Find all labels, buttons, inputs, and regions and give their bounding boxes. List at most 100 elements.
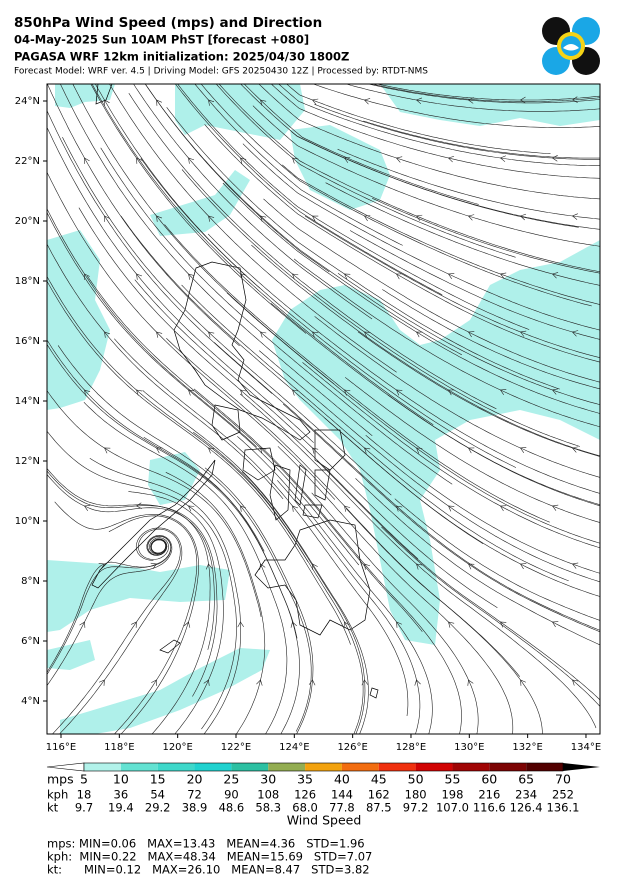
colorbar-value: 55 [445, 772, 461, 787]
colorbar-unit: mps [47, 772, 74, 787]
colorbar-segment [489, 763, 527, 771]
streamline [270, 84, 600, 179]
streamline [47, 275, 309, 562]
streamline-arrow [604, 155, 609, 161]
streamline [215, 84, 516, 258]
streamline [200, 84, 592, 307]
streamline-arrow [240, 505, 247, 512]
colorbar-value: 54 [150, 788, 165, 802]
streamline [47, 84, 240, 347]
streamline-arrow [448, 505, 455, 512]
streamline-arrow [292, 273, 299, 280]
streamline-arrow [84, 157, 90, 164]
streamline [165, 472, 266, 734]
streamline [337, 273, 600, 406]
streamline-arrow [290, 621, 297, 628]
streamline-arrow [363, 98, 371, 105]
streamline [314, 104, 600, 160]
colorbar-value: 38.9 [182, 801, 208, 815]
streamline [258, 84, 600, 200]
streamline [304, 215, 600, 359]
streamline [143, 436, 300, 734]
streamline-arrow [150, 562, 158, 569]
streamline [60, 84, 373, 437]
map: 24°N 22°N 20°N 18°N 16°N 14°N 12°N 10°N 8°N 6°N 4°… [15, 83, 609, 753]
streamline [394, 498, 600, 621]
streamline-arrow [308, 679, 316, 686]
streamline-arrow [188, 505, 195, 512]
streamline-arrow [98, 562, 106, 569]
streamline-arrow [571, 446, 579, 453]
colorbar-value: 10 [113, 772, 129, 787]
colorbar-segment [194, 763, 232, 771]
streamline [109, 84, 397, 373]
streamline-arrow [260, 447, 267, 454]
colorbar-label: Wind Speed [287, 813, 362, 828]
axes: 24°N 22°N 20°N 18°N 16°N 14°N 12°N 10°N 8°N 6°N 4°… [15, 96, 601, 753]
streamline [325, 182, 600, 286]
streamline-arrow [256, 679, 263, 686]
streamline-arrow [447, 273, 455, 280]
streamline-arrow [499, 505, 507, 512]
colorbar-segment [120, 763, 158, 771]
colorbar-segment [305, 763, 342, 771]
colorbar-segment [268, 763, 306, 771]
colorbar-value: 87.5 [366, 801, 392, 815]
streamline [207, 233, 600, 494]
streamline-arrow [551, 388, 559, 395]
streamline [312, 84, 600, 128]
streamline [47, 208, 257, 448]
streamline-arrow [415, 214, 423, 221]
colorbar-value: 29.2 [145, 801, 171, 815]
streamline-arrow [103, 447, 111, 454]
streamline [345, 84, 600, 112]
streamline [47, 243, 284, 500]
map-frame [46, 83, 601, 735]
streamline-arrow [571, 213, 578, 220]
streamline-arrow [467, 331, 475, 338]
streamline [324, 417, 600, 597]
colorbar: mps 5 10 15 20 25 30 35 40 45 50 55 60 65 70 kph 18 36 54 7… [46, 762, 600, 815]
streamline [83, 401, 288, 734]
streamline-arrow [188, 273, 195, 280]
streamline [344, 377, 600, 523]
initialization: PAGASA WRF 12km initialization: 2025/04/… [14, 50, 349, 64]
streamline-arrow [519, 213, 527, 221]
streamline-arrow [551, 621, 559, 628]
streamline-arrow [519, 447, 527, 453]
streamline-arrow [312, 331, 319, 338]
streamline-arrow [240, 389, 247, 396]
streamline-arrow [571, 330, 579, 337]
streamline [90, 84, 307, 334]
colorbar-value: 65 [518, 772, 534, 787]
streamline [367, 84, 600, 104]
streamline [291, 131, 600, 230]
lat-label: 24°N [15, 96, 40, 107]
streamline-arrow [551, 155, 558, 162]
streamline [259, 350, 600, 583]
streamline-arrow [604, 272, 609, 278]
streamline [237, 436, 433, 734]
streamline-arrow [500, 621, 507, 628]
streamline [47, 390, 262, 617]
colorbar-value: 70 [555, 772, 571, 787]
streamline [194, 84, 403, 246]
streamline [47, 473, 215, 650]
colorbar-value: 252 [552, 788, 574, 802]
streamline-arrow [104, 215, 110, 222]
lat-label: 16°N [15, 336, 40, 347]
streamline-arrow [237, 621, 244, 628]
streamline [252, 105, 600, 247]
streamline-arrow [156, 215, 163, 222]
streamline [47, 535, 172, 675]
streamline-arrow [447, 389, 455, 396]
streamline [286, 84, 551, 154]
lon-label: 120°E [162, 742, 192, 753]
streamline [363, 120, 600, 159]
streamline-arrow [364, 447, 371, 454]
streamline [59, 527, 183, 734]
lon-label: 126°E [337, 742, 367, 753]
streamline [278, 84, 600, 166]
info-line: Forecast Model: WRF ver. 4.5 | Driving M… [14, 67, 428, 77]
